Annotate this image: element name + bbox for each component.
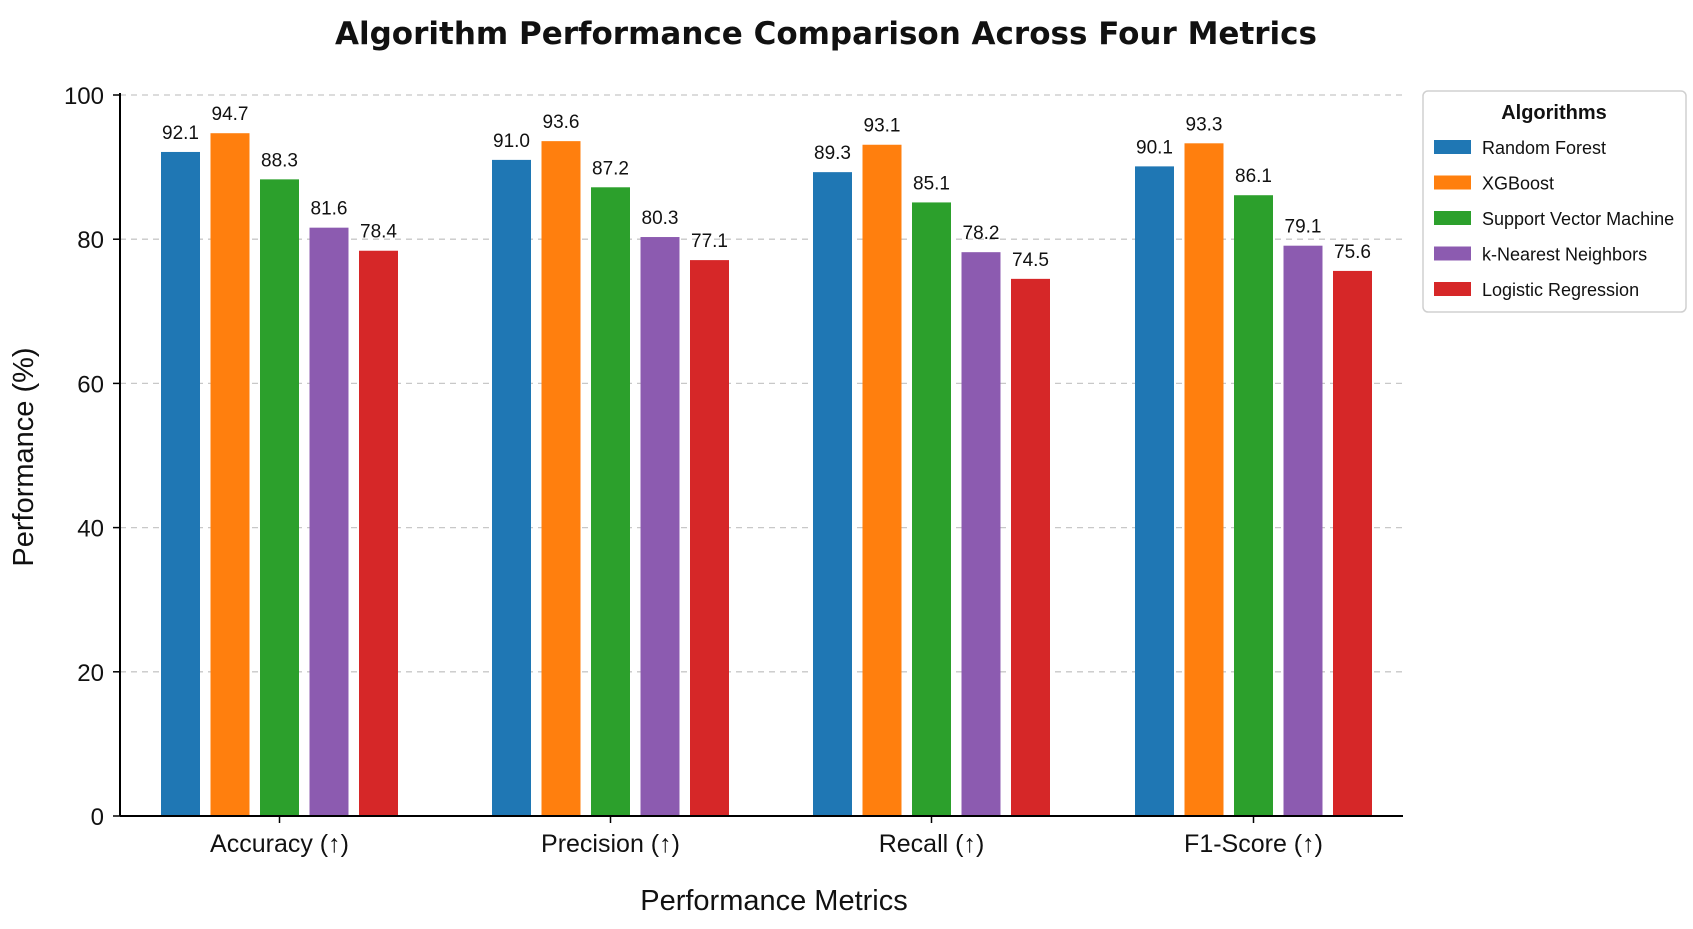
bar-k-nearest-neighbors-3 bbox=[1283, 245, 1323, 817]
bar-k-nearest-neighbors-2 bbox=[961, 252, 1001, 817]
y-axis-label: Performance (%) bbox=[8, 347, 40, 566]
y-tick-label-20: 20 bbox=[77, 660, 104, 687]
bar-logistic-regression-3 bbox=[1333, 270, 1372, 816]
value-label-logistic-regression-3: 75.6 bbox=[1334, 242, 1371, 263]
value-label-k-nearest-neighbors-0: 81.6 bbox=[311, 199, 348, 220]
bar-support-vector-machine-3 bbox=[1234, 195, 1273, 816]
value-label-logistic-regression-1: 77.1 bbox=[691, 231, 728, 252]
legend-box bbox=[1422, 90, 1687, 313]
y-tick-label-0: 0 bbox=[91, 804, 104, 831]
legend-label-k-nearest-neighbors: k-Nearest Neighbors bbox=[1482, 245, 1647, 265]
value-label-random-forest-0: 92.1 bbox=[162, 123, 199, 144]
x-tick-labels: Accuracy (↑) Precision (↑) Recall (↑) F1-Sc… bbox=[210, 830, 1323, 858]
bar-logistic-regression-0 bbox=[359, 250, 398, 817]
legend-label-logistic-regression: Logistic Regression bbox=[1482, 280, 1639, 300]
value-label-logistic-regression-0: 78.4 bbox=[360, 222, 397, 243]
legend-swatch-support-vector-machine bbox=[1434, 211, 1471, 225]
legend-title: Algorithms bbox=[1501, 102, 1607, 124]
x-tick-label-1: Precision (↑) bbox=[541, 830, 680, 858]
y-tick-label-60: 60 bbox=[77, 371, 104, 398]
value-label-support-vector-machine-3: 86.1 bbox=[1235, 166, 1272, 187]
bar-support-vector-machine-1 bbox=[591, 187, 630, 817]
value-label-support-vector-machine-0: 88.3 bbox=[261, 150, 298, 171]
x-tick-label-0: Accuracy (↑) bbox=[210, 830, 349, 858]
value-label-random-forest-3: 90.1 bbox=[1136, 137, 1173, 158]
bar-xgboost-2 bbox=[862, 144, 902, 816]
value-label-xgboost-0: 94.7 bbox=[212, 104, 249, 125]
value-label-k-nearest-neighbors-3: 79.1 bbox=[1285, 217, 1322, 238]
bar-random-forest-0 bbox=[161, 151, 200, 817]
bar-random-forest-3 bbox=[1135, 166, 1174, 816]
legend-swatch-k-nearest-neighbors bbox=[1434, 246, 1471, 261]
value-label-random-forest-2: 89.3 bbox=[814, 143, 851, 164]
legend-items: Random Forest XGBoost Support Vector Machi… bbox=[1434, 138, 1674, 300]
bars bbox=[161, 133, 1372, 817]
x-tick-label-2: Recall (↑) bbox=[879, 830, 985, 858]
bar-k-nearest-neighbors-0 bbox=[309, 227, 349, 816]
x-axis-label: Performance Metrics bbox=[640, 885, 908, 917]
bar-support-vector-machine-2 bbox=[912, 202, 951, 816]
value-label-xgboost-3: 93.3 bbox=[1186, 114, 1223, 135]
value-label-support-vector-machine-1: 87.2 bbox=[592, 158, 629, 179]
chart-title: Algorithm Performance Comparison Across … bbox=[335, 16, 1317, 52]
bar-random-forest-2 bbox=[813, 172, 852, 817]
value-label-xgboost-1: 93.6 bbox=[543, 112, 580, 133]
bar-logistic-regression-2 bbox=[1011, 278, 1050, 817]
y-tick-label-80: 80 bbox=[77, 227, 104, 254]
value-label-k-nearest-neighbors-2: 78.2 bbox=[963, 223, 1000, 244]
bar-xgboost-0 bbox=[210, 133, 250, 816]
legend-swatch-xgboost bbox=[1434, 175, 1471, 190]
legend: Algorithms Random Forest XGBoost Support V… bbox=[1422, 90, 1687, 313]
legend-swatch-logistic-regression bbox=[1434, 282, 1471, 296]
bar-k-nearest-neighbors-1 bbox=[640, 237, 680, 817]
value-label-support-vector-machine-2: 85.1 bbox=[913, 173, 950, 194]
bar-logistic-regression-1 bbox=[690, 260, 729, 816]
y-tick-labels: 0 20 40 60 80 100 bbox=[64, 83, 104, 831]
x-tick-label-3: F1-Score (↑) bbox=[1184, 830, 1323, 858]
value-label-logistic-regression-2: 74.5 bbox=[1012, 250, 1049, 271]
y-tick-label-100: 100 bbox=[64, 83, 104, 110]
bar-support-vector-machine-0 bbox=[260, 179, 299, 816]
legend-label-random-forest: Random Forest bbox=[1482, 138, 1606, 158]
legend-label-xgboost: XGBoost bbox=[1482, 174, 1554, 194]
value-label-k-nearest-neighbors-1: 80.3 bbox=[642, 208, 679, 229]
bar-random-forest-1 bbox=[492, 159, 531, 816]
legend-label-support-vector-machine: Support Vector Machine bbox=[1482, 209, 1674, 229]
value-labels: 92.1 91.0 89.3 90.1 94.7 93.6 93.1 93.3 88.3 87.2… bbox=[162, 104, 1371, 271]
bar-xgboost-3 bbox=[1184, 143, 1224, 816]
axes bbox=[113, 93, 1403, 823]
value-label-random-forest-1: 91.0 bbox=[493, 131, 530, 152]
value-label-xgboost-2: 93.1 bbox=[864, 116, 901, 137]
bar-xgboost-1 bbox=[541, 141, 581, 817]
legend-swatch-random-forest bbox=[1434, 140, 1471, 154]
y-tick-label-40: 40 bbox=[77, 516, 104, 543]
